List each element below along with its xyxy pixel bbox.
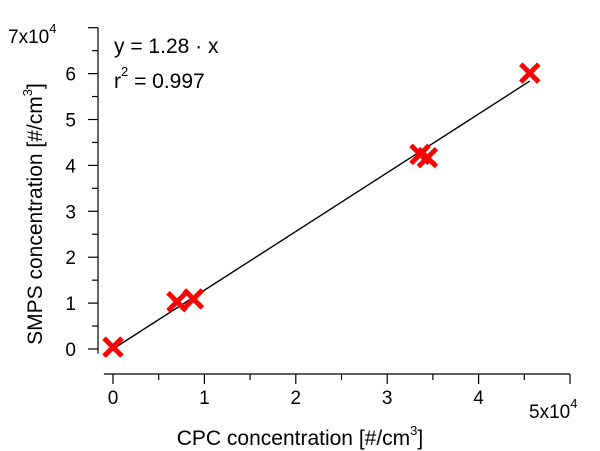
y-tick-label: 5 — [65, 111, 76, 132]
data-point-stroke — [166, 290, 188, 313]
fit-r-squared: r2 = 0.997 — [114, 64, 205, 93]
data-point — [416, 146, 439, 169]
x-multiplier: 5x104 — [529, 396, 577, 423]
y-tick-label: 0 — [65, 340, 76, 361]
data-point — [519, 62, 541, 84]
data-point-stroke — [409, 143, 431, 166]
data-point — [102, 336, 124, 358]
x-tick-label: 0 — [108, 388, 119, 409]
y-tick-label: 2 — [65, 248, 76, 269]
data-point-stroke — [519, 62, 541, 84]
y-tick-label: 4 — [65, 156, 76, 177]
y-tick-label: 1 — [65, 294, 76, 315]
x-tick-label: 1 — [199, 388, 210, 409]
axes: 0 1 2 3 4 0 1 2 3 4 5 6 — [65, 27, 571, 409]
y-multiplier: 7x104 — [8, 21, 56, 48]
x-tick-label: 4 — [473, 388, 484, 409]
x-tick-label: 3 — [382, 388, 393, 409]
data-point — [166, 290, 188, 313]
x-tick-label: 2 — [291, 388, 302, 409]
y-tick-label: 3 — [65, 202, 76, 223]
x-axis-label: CPC concentration [#/cm3] — [177, 423, 424, 450]
y-axis-label: SMPS concentration [#/cm3] — [20, 83, 47, 345]
y-tick-label: 6 — [65, 65, 76, 86]
fit-line — [112, 80, 531, 350]
data-point-stroke — [416, 146, 439, 169]
y-ticks: 0 1 2 3 4 5 6 — [65, 27, 98, 361]
data-point-stroke — [102, 336, 124, 358]
fit-equation: y = 1.28 · x — [114, 35, 219, 58]
x-ticks: 0 1 2 3 4 — [108, 374, 571, 409]
data-point — [182, 288, 205, 310]
data-points — [102, 62, 541, 358]
data-point-stroke — [182, 288, 205, 310]
